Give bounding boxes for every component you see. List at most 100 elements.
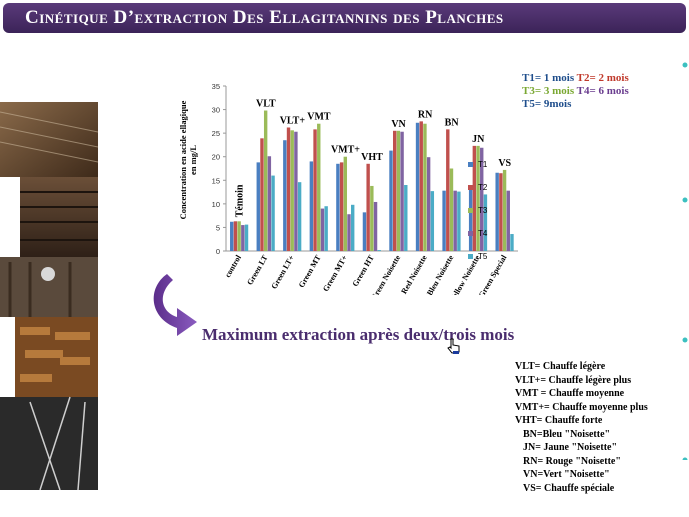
bar-t3 <box>449 168 454 251</box>
y-tick-label: 10 <box>212 200 220 209</box>
abbreviation-item: VLT= Chauffe légère <box>515 361 606 372</box>
bar-t4 <box>480 147 484 251</box>
abbreviation-item: VLT+= Chauffe légère plus <box>515 374 632 386</box>
bar-t1 <box>389 150 393 251</box>
bar-t4 <box>426 157 431 251</box>
bar-t4 <box>453 190 457 251</box>
bar-t5 <box>297 182 302 251</box>
legend-swatch-t5 <box>468 254 473 259</box>
bar-t5 <box>457 191 461 251</box>
period-legend-entry: T5= 9mois <box>522 98 572 110</box>
bar-t4 <box>241 225 245 251</box>
bar-t2 <box>419 121 423 251</box>
legend-swatch-t2 <box>468 185 473 190</box>
x-tick-label: Green MT <box>297 253 323 289</box>
group-label: VHT <box>361 152 383 163</box>
period-legend-entry: T1= 1 mois <box>522 72 577 84</box>
bar-t4 <box>294 131 298 251</box>
bar-t1 <box>442 190 446 251</box>
bar-t2 <box>313 129 317 251</box>
y-tick-label: 30 <box>212 106 220 115</box>
bar-chart: 0 5 10 15 20 25 30 35 control Témoin Green LT VLT Gr… <box>212 82 518 295</box>
legend-label-t5: T5 <box>478 252 488 261</box>
bar-t3 <box>502 169 507 251</box>
legend-label-t3: T3 <box>478 206 488 215</box>
bar-t2 <box>339 162 344 251</box>
period-legend-entry: T2= 2 mois <box>576 72 629 84</box>
y-axis-title-line-2: en mg/L <box>188 145 198 175</box>
y-axis-title: Concentration en acide ellagique en mg/L <box>178 100 198 219</box>
y-tick-label: 5 <box>216 223 220 232</box>
abbreviation-item: VN=Vert "Noisette" <box>523 469 610 480</box>
bar-t1 <box>230 221 234 251</box>
period-legend-line: T1= 1 mois T2= 2 mois <box>522 72 629 85</box>
bar-t1 <box>309 161 314 251</box>
x-tick-label: Green MT+ <box>321 253 349 293</box>
bar-t5 <box>404 185 408 251</box>
bar-t1 <box>362 212 367 251</box>
period-legend: T1= 1 mois T2= 2 mois T3= 3 mois T4= 6 mo… <box>522 72 629 111</box>
y-axis-title-line-1: Concentration en acide ellagique <box>178 100 188 219</box>
abbreviation-item: VS= Chauffe spéciale <box>523 482 615 494</box>
abbreviation-item: RN= Rouge "Noisette" <box>523 455 621 467</box>
bar-t2 <box>366 163 370 251</box>
bar-t4 <box>267 156 272 251</box>
title-bar: Cinétique D’extraction Des Ellagitannins… <box>3 3 686 33</box>
bar-t1 <box>256 162 260 251</box>
y-tick-label: 35 <box>212 82 220 91</box>
bar-t5 <box>244 224 249 251</box>
group-label: VS <box>498 158 511 169</box>
group-label: BN <box>445 117 460 128</box>
bar-t1 <box>336 163 340 251</box>
x-tick-label: Green LT <box>245 253 270 287</box>
bar-t1 <box>495 172 499 251</box>
bar-t5 <box>351 204 355 251</box>
wood-planks-photo <box>0 102 98 490</box>
period-legend-entry: T4= 6 mois <box>576 85 629 97</box>
bar-t3 <box>237 221 241 251</box>
period-legend-line: T5= 9mois <box>522 98 629 111</box>
bar-t2 <box>233 221 238 251</box>
group-label: Témoin <box>234 184 245 217</box>
curved-arrow-icon <box>153 274 197 336</box>
y-tick-label: 20 <box>212 153 220 162</box>
x-tick-label: Green HT <box>351 253 376 288</box>
y-tick-label: 25 <box>212 129 220 138</box>
x-tick-label: Red Noisette <box>399 253 429 295</box>
bar-t1 <box>468 189 473 251</box>
bar-t5 <box>271 175 275 251</box>
bar-t3 <box>343 156 348 251</box>
legend-swatch-t4 <box>468 231 473 236</box>
group-label: VMT <box>307 112 331 123</box>
legend-swatch-t3 <box>468 208 473 213</box>
bar-t3 <box>396 130 401 251</box>
bar-t3 <box>263 110 268 251</box>
bar-t3 <box>290 130 294 251</box>
bar-t5 <box>483 194 488 251</box>
bar-t1 <box>283 140 287 251</box>
bar-t1 <box>415 122 420 251</box>
bar-t4 <box>320 208 325 251</box>
bar-t5 <box>510 234 514 251</box>
bar-t2 <box>446 129 450 251</box>
period-legend-line: T3= 3 mois T4= 6 mois <box>522 85 629 98</box>
bar-t5 <box>377 250 381 251</box>
bar-t3 <box>423 123 427 251</box>
x-tick-label: Green LT+ <box>269 253 296 291</box>
bar-t3 <box>370 185 374 251</box>
abbreviation-item: VHT= Chauffe forte <box>515 415 603 426</box>
bar-t5 <box>324 206 328 251</box>
bar-t2 <box>499 173 503 251</box>
period-legend-entry: T3= 3 mois <box>522 85 577 97</box>
bar-t4 <box>373 201 378 251</box>
bar-t3 <box>476 145 480 251</box>
bar-t2 <box>260 138 264 251</box>
page-title: Cinétique D’extraction Des Ellagitannins… <box>25 7 504 28</box>
bar-t4 <box>400 131 404 251</box>
max-extraction-note: Maximum extraction après deux/trois mois <box>202 325 515 344</box>
abbreviation-item: VMT = Chauffe moyenne <box>515 388 625 399</box>
y-tick-label: 0 <box>216 247 220 256</box>
bar-t2 <box>472 145 477 251</box>
bar-t5 <box>430 191 435 251</box>
bar-t2 <box>286 127 291 251</box>
